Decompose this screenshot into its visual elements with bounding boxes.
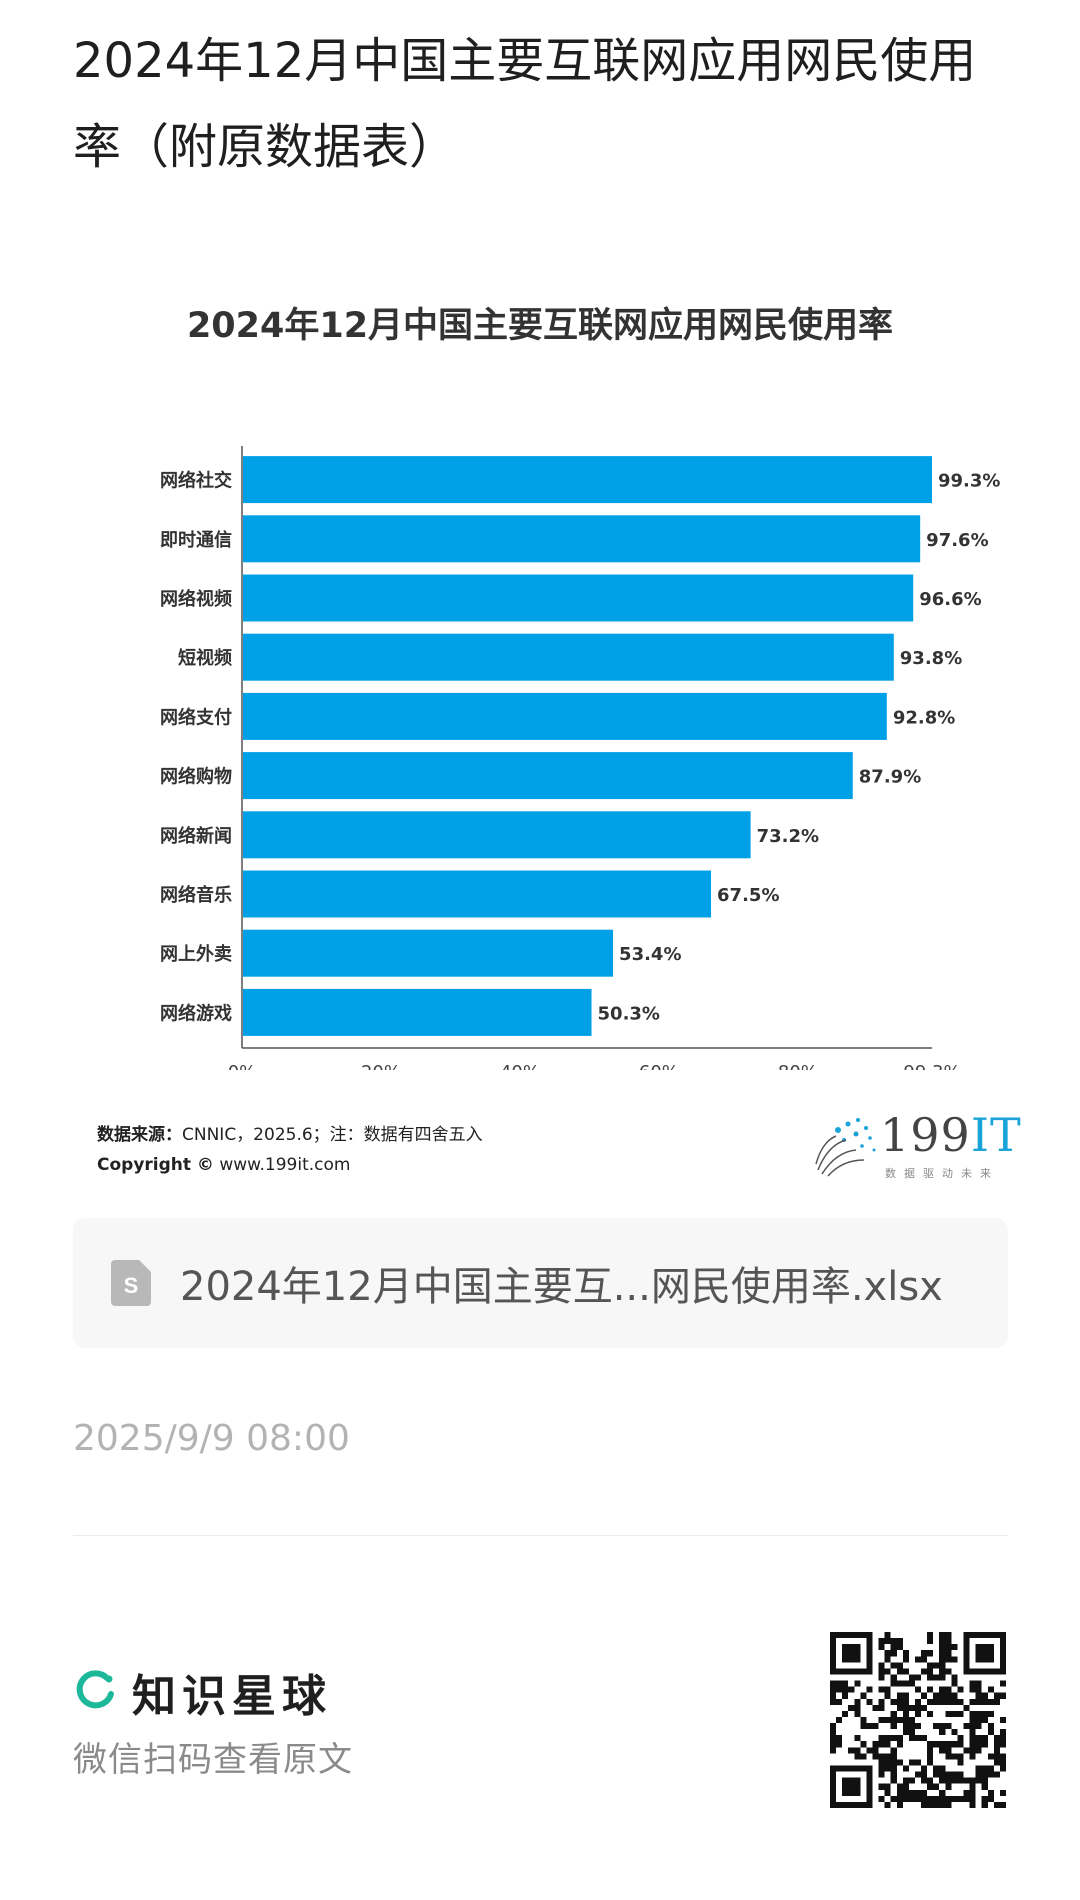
- x-tick-label: 20%: [361, 1062, 401, 1070]
- data-label: 97.6%: [926, 530, 988, 551]
- x-tick-label: 99.3%: [903, 1062, 960, 1070]
- data-label: 73.2%: [757, 826, 819, 847]
- attachment-card[interactable]: S 2024年12月中国主要互...网民使用率.xlsx: [73, 1218, 1008, 1348]
- data-label: 96.6%: [919, 589, 981, 610]
- data-label: 53.4%: [619, 944, 681, 965]
- category-label: 网上外卖: [160, 943, 232, 965]
- x-tick-label: 40%: [500, 1062, 540, 1070]
- data-label: 92.8%: [893, 707, 955, 728]
- category-label: 网络购物: [160, 766, 232, 788]
- chart-bar: [243, 988, 592, 1036]
- chart-bar: [243, 574, 914, 622]
- scan-hint: 微信扫码查看原文: [73, 1740, 353, 1780]
- chart-bar: [243, 456, 932, 504]
- svg-text:S: S: [124, 1273, 139, 1298]
- data-label: 67.5%: [717, 885, 779, 906]
- data-label: 99.3%: [938, 471, 1000, 492]
- logo-subtitle: 数据驱动未来: [885, 1167, 999, 1180]
- chart-bar: [243, 929, 614, 977]
- category-label: 网络新闻: [160, 825, 232, 847]
- publish-date: 2025/9/9 08:00: [73, 1418, 350, 1459]
- chart-bar: [243, 752, 853, 800]
- category-label: 网络社交: [160, 470, 232, 492]
- category-label: 网络游戏: [160, 1002, 232, 1024]
- chart-bar: [243, 633, 894, 681]
- data-label: 93.8%: [900, 648, 962, 669]
- chart-bar: [243, 811, 751, 859]
- logo-199it: 199IT: [880, 1108, 1022, 1162]
- x-tick-label: 0%: [228, 1062, 257, 1070]
- data-label: 50.3%: [598, 1003, 660, 1024]
- logo-199it-icon: [815, 1118, 876, 1177]
- chart-title: 2024年12月中国主要互联网应用网民使用率: [186, 306, 894, 346]
- category-label: 网络支付: [160, 706, 232, 728]
- category-label: 网络音乐: [160, 884, 232, 906]
- category-label: 网络视频: [160, 588, 232, 610]
- attachment-file-name[interactable]: 2024年12月中国主要互...网民使用率.xlsx: [180, 1264, 943, 1310]
- chart-bar: [243, 515, 921, 563]
- chart-bar: [243, 870, 712, 918]
- zhishixingqiu-logo-icon: [76, 1670, 114, 1709]
- category-label: 短视频: [178, 647, 232, 669]
- bar-chart: 网络社交 99.3% 即时通信 97.6% 网络视频 96.6% 短视频 93.8% 网络支付 9…: [160, 446, 1000, 1070]
- qr-code-icon[interactable]: [830, 1632, 1006, 1808]
- divider: [73, 1535, 1008, 1536]
- data-label: 87.9%: [859, 767, 921, 788]
- x-tick-label: 60%: [639, 1062, 679, 1070]
- source-line: 数据来源：CNNIC，2025.6；注：数据有四舍五入: [97, 1125, 483, 1145]
- copyright-line: Copyright © www.199it.com: [97, 1155, 351, 1175]
- spreadsheet-file-icon: S: [111, 1260, 151, 1306]
- page-title: 2024年12月中国主要互联网应用网民使用率（附原数据表）: [73, 33, 977, 175]
- brand-name: 知识星球: [132, 1671, 332, 1722]
- chart-footer: 数据来源：CNNIC，2025.6；注：数据有四舍五入 Copyright © …: [97, 1120, 483, 1180]
- category-label: 即时通信: [160, 529, 232, 551]
- chart-bar: [243, 692, 887, 740]
- x-tick-label: 80%: [778, 1062, 818, 1070]
